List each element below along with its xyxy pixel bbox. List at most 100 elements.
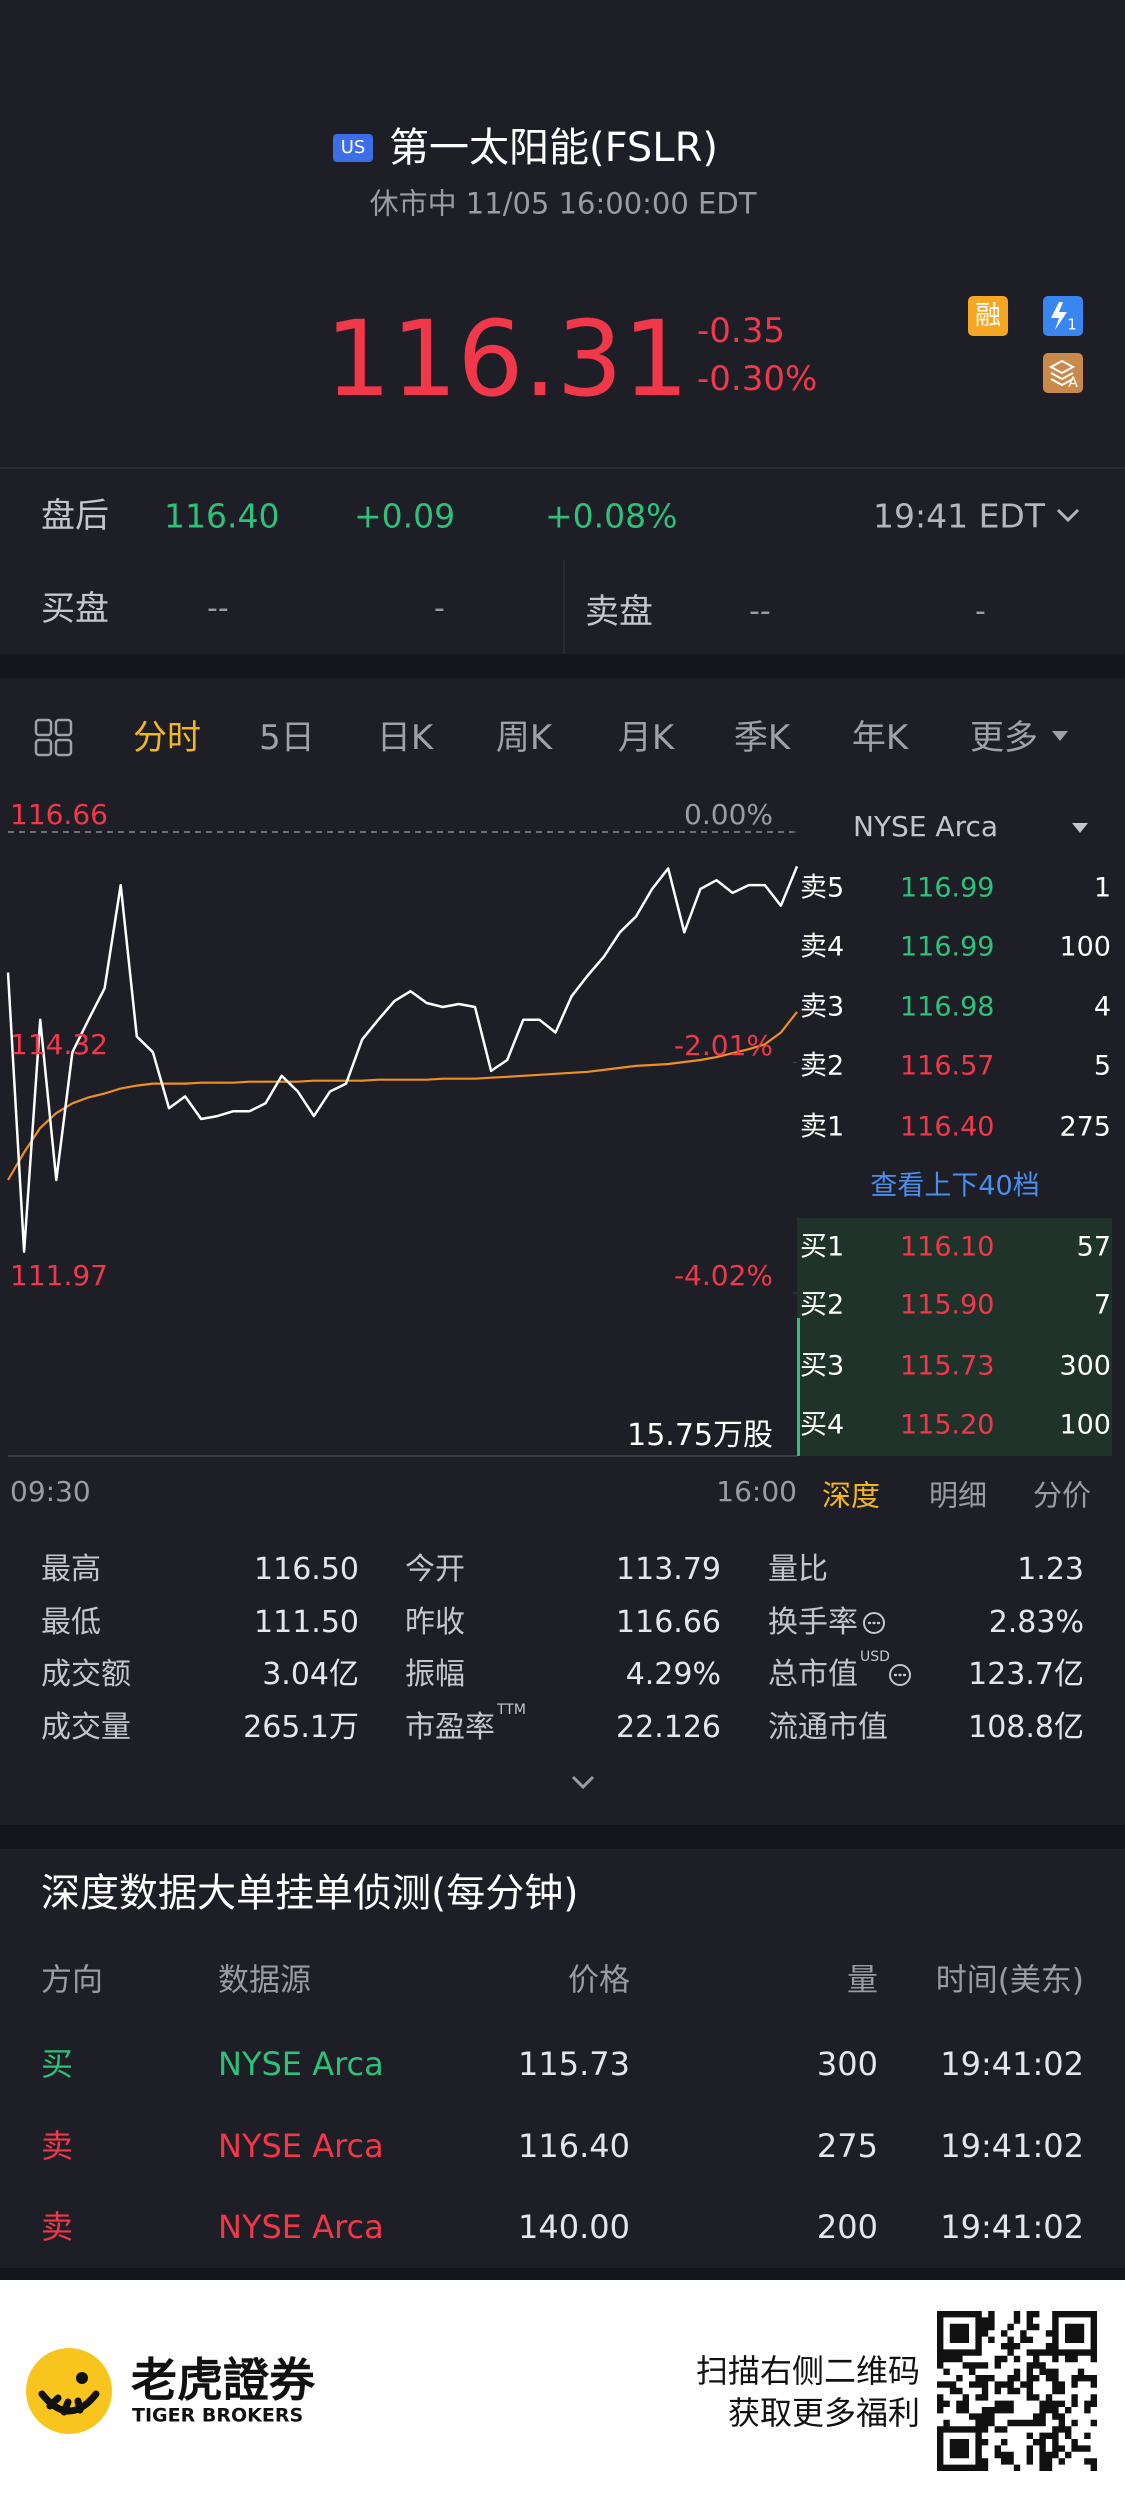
chart-tab[interactable]: 5日 (259, 718, 315, 758)
order-cell: 19:41:02 (940, 2127, 1084, 2165)
ask-price: -- (749, 594, 771, 629)
book-tab[interactable]: 明细 (928, 1478, 988, 1513)
stat-value: 108.8亿 (968, 1710, 1084, 1745)
stat-value: 3.04亿 (262, 1657, 359, 1692)
chart-tab[interactable]: 季K (733, 718, 791, 758)
after-hours-time: 19:41 EDT (872, 496, 1045, 536)
volume-label: 15.75万股 (627, 1418, 773, 1453)
book-level: 买3 (800, 1350, 845, 1382)
margin-badge-text: 融 (974, 301, 1002, 331)
order-cell: 115.73 (518, 2045, 630, 2083)
intraday-chart (6, 831, 799, 1457)
stat-label: 振幅 (405, 1657, 465, 1692)
stat-value: 116.50 (254, 1552, 359, 1587)
order-cell: NYSE Arca (218, 2208, 384, 2246)
layout-toggle[interactable] (34, 718, 74, 758)
exchange-arrow[interactable] (1072, 823, 1088, 834)
book-price: 115.90 (900, 1289, 995, 1321)
book-size: 5 (1093, 1050, 1111, 1082)
price-line (6, 865, 799, 1253)
chart-tab[interactable]: 年K (851, 718, 909, 758)
book-size: 1 (1093, 872, 1111, 904)
order-cell: 买 (41, 2045, 74, 2083)
chevron (571, 1775, 595, 1790)
chart-tab[interactable]: 更多 (970, 718, 1038, 758)
stat-superscript: USD (860, 1649, 890, 1665)
triangle (1072, 823, 1088, 833)
depth-bar (797, 1318, 800, 1456)
stat-value: 22.126 (616, 1710, 721, 1745)
column-header: 方向 (41, 1962, 103, 1999)
qr-modules (937, 2311, 1097, 2471)
price-change-pct: -0.30% (697, 359, 818, 399)
market-status: 休市中 11/05 16:00:00 EDT (369, 186, 757, 221)
book-level: 卖4 (800, 931, 845, 963)
book-price: 116.10 (900, 1231, 995, 1263)
stat-value: 123.7亿 (968, 1657, 1084, 1692)
y-tick-label: 114.32 (10, 1028, 108, 1061)
info-icon[interactable] (862, 1611, 886, 1635)
logo-circle (26, 2348, 112, 2434)
stat-label: 今开 (405, 1552, 465, 1587)
stat-label: 市盈率 (405, 1710, 495, 1745)
expand-chevron[interactable] (1056, 506, 1080, 526)
order-cell: 140.00 (518, 2208, 630, 2246)
stat-value: 2.83% (988, 1605, 1084, 1640)
info-circle (863, 1612, 885, 1634)
book-size: 300 (1059, 1350, 1111, 1382)
book-size: 57 (1076, 1231, 1111, 1263)
info-circle (889, 1664, 911, 1686)
logo-eye (76, 2372, 88, 2384)
y2-tick-label: 0.00% (684, 798, 773, 831)
book-size: 275 (1059, 1111, 1111, 1143)
chart-tab[interactable]: 分时 (133, 718, 201, 758)
level-badge-text: A (1068, 375, 1078, 391)
book-price: 116.40 (900, 1111, 995, 1143)
exchange-select[interactable]: NYSE Arca (853, 810, 999, 843)
info-icon[interactable] (888, 1663, 912, 1687)
promo-line: 扫描右侧二维码 (695, 2352, 920, 2390)
y-tick-label: 111.97 (10, 1259, 108, 1292)
brand-name: 老虎證券 (131, 2353, 315, 2407)
stack-shape (1048, 359, 1076, 387)
depth-link[interactable]: 查看上下40档 (870, 1170, 1040, 1202)
x-tick-label: 16:00 (716, 1475, 797, 1508)
logo-stripes (38, 2390, 100, 2416)
book-size: 100 (1059, 1409, 1111, 1441)
bolt-icon (1051, 302, 1067, 330)
stock-title: 第一太阳能(FSLR) (389, 125, 718, 171)
section-gap (0, 1825, 1125, 1849)
stat-value: 265.1万 (243, 1710, 359, 1745)
more-arrow[interactable] (1052, 731, 1068, 743)
book-price: 116.57 (900, 1050, 995, 1082)
average-line (7, 1011, 798, 1181)
chart-tab[interactable]: 月K (617, 718, 675, 758)
bid-bg (797, 1218, 1112, 1456)
fast-badge-text: 1 (1067, 315, 1077, 334)
stat-value: 4.29% (625, 1657, 721, 1692)
stat-label: 换手率 (768, 1605, 858, 1640)
book-size: 7 (1093, 1289, 1111, 1321)
grid-icon-cell (54, 738, 73, 757)
book-level: 卖1 (800, 1111, 845, 1143)
stat-value: 1.23 (1017, 1552, 1084, 1587)
stat-label: 昨收 (405, 1605, 465, 1640)
after-hours-change: +0.09 (354, 496, 456, 536)
divider (0, 467, 1125, 469)
book-size: 100 (1059, 931, 1111, 963)
book-tab[interactable]: 深度 (821, 1478, 881, 1513)
stat-value: 113.79 (616, 1552, 721, 1587)
grid-icon-cell (34, 738, 53, 757)
y2-tick-label: -2.01% (673, 1028, 773, 1062)
stat-label: 最低 (41, 1605, 101, 1640)
brand-logo (26, 2348, 112, 2434)
after-hours-price: 116.40 (164, 496, 280, 536)
chart-tab[interactable]: 日K (376, 718, 434, 758)
expand-stats[interactable] (571, 1774, 595, 1790)
ask-label: 卖盘 (585, 592, 653, 632)
chart-tab[interactable]: 周K (495, 718, 553, 758)
stat-label: 量比 (768, 1552, 828, 1587)
divider (563, 560, 565, 654)
book-level: 卖2 (800, 1050, 845, 1082)
book-tab[interactable]: 分价 (1032, 1478, 1092, 1513)
